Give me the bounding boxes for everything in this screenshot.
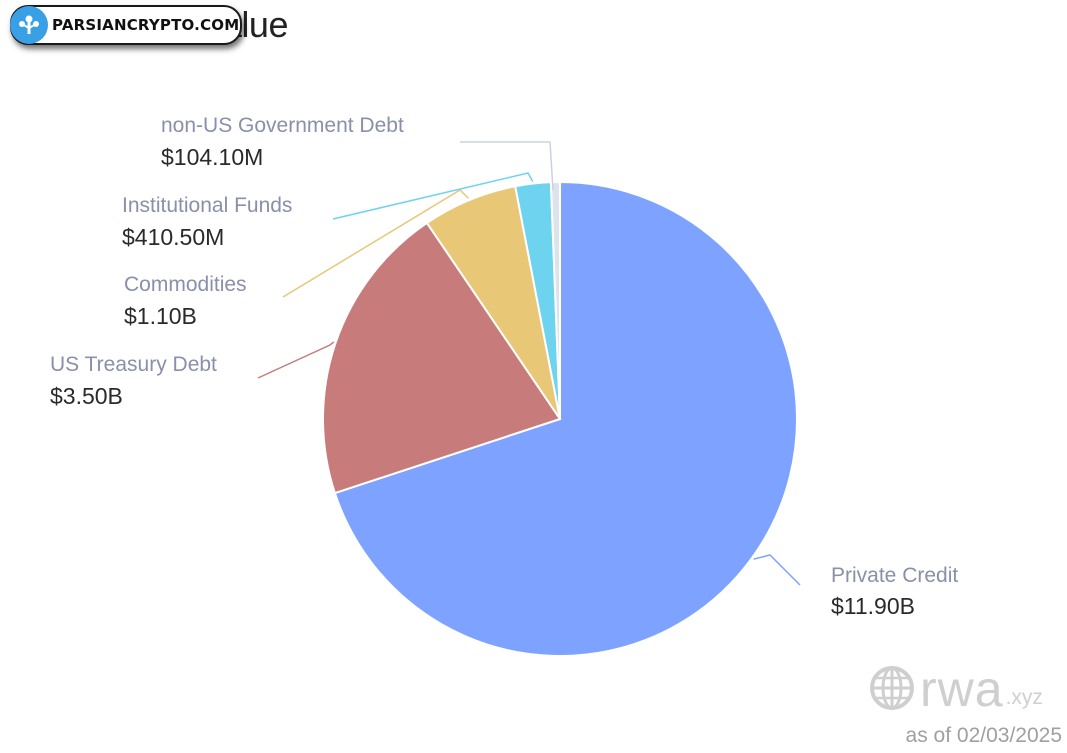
leader-line-us-treasury-debt bbox=[257, 341, 335, 379]
slice-value-non-us-government-debt: $104.10M bbox=[161, 144, 263, 170]
leader-line-institutional-funds bbox=[332, 172, 534, 220]
slice-label-institutional-funds: Institutional Funds bbox=[122, 194, 292, 217]
slice-label-non-us-government-debt: non-US Government Debt bbox=[161, 114, 404, 137]
brand-name: rwa bbox=[920, 661, 1004, 717]
pie-slice-private-credit[interactable] bbox=[333, 180, 798, 657]
brand-tld: .xyz bbox=[1005, 686, 1043, 709]
slice-label-private-credit: Private Credit bbox=[831, 564, 958, 587]
watermark-badge: PARSIANCRYPTO.COM bbox=[10, 5, 242, 45]
slice-value-us-treasury-debt: $3.50B bbox=[50, 383, 123, 409]
globe-icon bbox=[870, 666, 914, 710]
pie-slice-non-us-government-debt[interactable] bbox=[549, 180, 561, 420]
as-of-date: as of 02/03/2025 bbox=[905, 724, 1062, 747]
watermark-text: PARSIANCRYPTO.COM bbox=[52, 16, 240, 34]
pie-slice-us-treasury-debt[interactable] bbox=[322, 221, 562, 495]
slice-label-commodities: Commodities bbox=[124, 273, 247, 296]
slice-value-institutional-funds: $410.50M bbox=[122, 224, 224, 250]
leader-line-private-credit bbox=[753, 554, 801, 586]
slice-value-private-credit: $11.90B bbox=[831, 593, 915, 619]
leader-line-commodities bbox=[282, 189, 469, 298]
slice-label-us-treasury-debt: US Treasury Debt bbox=[50, 353, 217, 376]
leader-line-non-us-government-debt bbox=[460, 141, 554, 191]
rwa-brand-logo: rwa .xyz bbox=[868, 662, 1043, 714]
tree-logo-icon bbox=[10, 6, 48, 44]
slice-value-commodities: $1.10B bbox=[124, 303, 197, 329]
